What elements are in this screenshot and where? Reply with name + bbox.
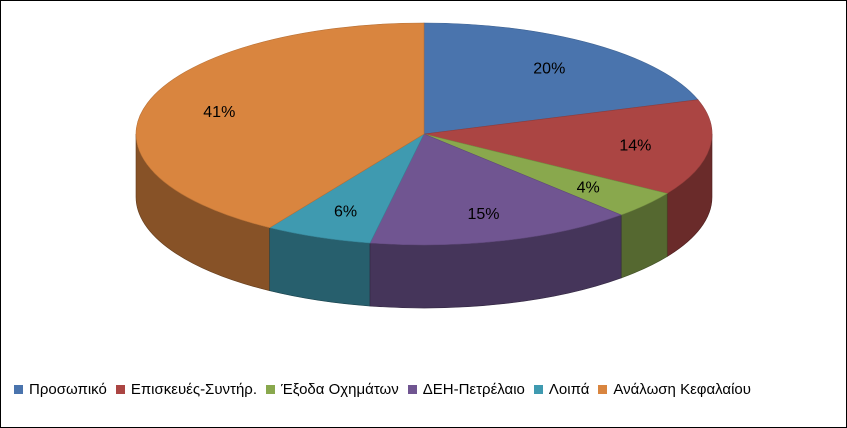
- legend-item-vehicle-costs: Έξοδα Οχημάτων: [266, 381, 399, 398]
- legend-label-vehicle-costs: Έξοδα Οχημάτων: [281, 381, 399, 398]
- data-label-personnel: 20%: [533, 61, 565, 78]
- legend-item-electricity-oil: ΔΕΗ-Πετρέλαιο: [407, 381, 525, 398]
- data-label-capital-consumption: 41%: [203, 104, 235, 121]
- legend-label-personnel: Προσωπικό: [29, 381, 107, 398]
- data-label-other: 6%: [334, 203, 357, 220]
- legend-item-personnel: Προσωπικό: [14, 381, 107, 398]
- slice-personnel: [423, 22, 699, 135]
- data-label-vehicle-costs: 4%: [577, 179, 600, 196]
- slice-repairs: [423, 99, 713, 194]
- legend-label-capital-consumption: Ανάλωση Κεφαλαίου: [613, 381, 751, 398]
- chart-legend: Προσωπικό Επισκευές-Συντήρ. Έξοδα Οχημάτ…: [14, 381, 751, 398]
- legend-swatch-repairs: [115, 385, 125, 394]
- legend-swatch-other: [533, 385, 543, 394]
- slice-capital-consumption: [135, 22, 425, 229]
- data-label-repairs: 14%: [619, 137, 651, 154]
- legend-label-electricity-oil: ΔΕΗ-Πετρέλαιο: [422, 381, 525, 398]
- legend-swatch-electricity-oil: [407, 385, 417, 394]
- legend-item-capital-consumption: Ανάλωση Κεφαλαίου: [598, 381, 751, 398]
- legend-label-repairs: Επισκευές-Συντήρ.: [130, 381, 258, 398]
- legend-swatch-capital-consumption: [598, 385, 608, 394]
- legend-label-other: Λοιπά: [548, 381, 590, 398]
- legend-swatch-vehicle-costs: [266, 385, 276, 394]
- slice-electricity-oil: [369, 133, 622, 246]
- legend-swatch-personnel: [14, 385, 23, 394]
- data-label-electricity-oil: 15%: [467, 206, 499, 223]
- legend-item-repairs: Επισκευές-Συντήρ.: [115, 381, 258, 398]
- legend-item-other: Λοιπά: [533, 381, 590, 398]
